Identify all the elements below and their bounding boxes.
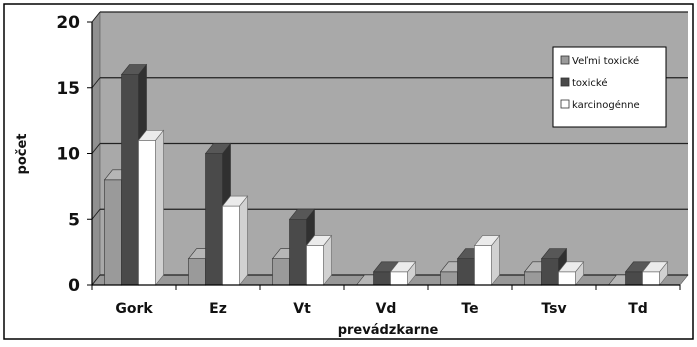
bar-front xyxy=(222,205,240,286)
bar-front xyxy=(440,271,458,286)
legend-label: karcinogénne xyxy=(572,99,640,111)
x-tick-label: Ez xyxy=(209,301,227,317)
bar-front xyxy=(306,245,324,286)
x-tick-label: Vd xyxy=(376,301,397,317)
y-axis-label: počet xyxy=(15,134,30,175)
legend-label: Veľmi toxické xyxy=(572,55,639,67)
legend-swatch xyxy=(560,99,570,109)
bar-front xyxy=(642,271,660,286)
bar-front xyxy=(524,271,542,286)
bar-side xyxy=(239,195,248,286)
legend-label: toxické xyxy=(572,77,608,89)
bar xyxy=(389,260,417,286)
x-tick-label: Td xyxy=(628,301,648,317)
x-tick-label: Vt xyxy=(293,301,311,317)
bar xyxy=(305,234,333,286)
x-axis: Gork Ez Vt Vd Te Tsv Td xyxy=(91,284,681,317)
bar-top xyxy=(288,208,316,220)
bar-front xyxy=(541,258,559,286)
bar-front xyxy=(474,245,492,286)
x-axis-label: prevádzkarne xyxy=(338,323,439,338)
bar-top xyxy=(120,64,148,75)
bar-top xyxy=(473,235,501,246)
bar-front xyxy=(138,140,156,286)
bar-front xyxy=(390,271,408,286)
bar-top xyxy=(540,248,568,260)
x-tick-label: Te xyxy=(461,301,478,317)
bar-front xyxy=(104,179,122,286)
bar xyxy=(137,129,165,286)
bar xyxy=(641,260,669,286)
bar-front xyxy=(205,153,223,286)
bar-top xyxy=(221,195,249,207)
bar-front xyxy=(121,74,139,286)
gridline-side xyxy=(91,208,101,220)
y-tick-label: 15 xyxy=(56,79,80,99)
bar xyxy=(221,195,249,286)
bar-side xyxy=(155,129,164,286)
bar-front xyxy=(373,271,391,286)
bar-front xyxy=(625,271,643,286)
y-tick-label: 20 xyxy=(56,13,80,33)
bar-front xyxy=(558,271,576,286)
legend-swatch xyxy=(560,55,570,65)
gridline-side xyxy=(91,11,101,23)
gridline-side xyxy=(91,77,101,89)
bar-top xyxy=(389,261,417,273)
bar xyxy=(473,234,501,286)
x-tick-label: Gork xyxy=(115,301,153,317)
y-axis: 0 5 10 15 20 xyxy=(56,13,93,296)
y-tick-label: 5 xyxy=(68,210,80,230)
bar-top xyxy=(557,261,585,273)
legend: Veľmi toxické toxické karcinogénne xyxy=(552,46,667,128)
bar-top xyxy=(204,143,232,154)
y-tick-label: 0 xyxy=(68,276,80,296)
legend-swatch xyxy=(560,77,570,87)
bar-front xyxy=(272,258,290,286)
x-tick-label: Tsv xyxy=(541,301,566,317)
gridline-side xyxy=(91,143,101,154)
bars xyxy=(103,63,669,286)
bar-front xyxy=(289,218,307,286)
bar-top xyxy=(305,235,333,246)
bar-top xyxy=(137,130,165,141)
bar-front xyxy=(457,258,475,286)
bar-front xyxy=(188,258,206,286)
gridline-side xyxy=(91,274,101,286)
bar xyxy=(557,260,585,286)
y-tick-label: 10 xyxy=(56,145,80,165)
legend-box xyxy=(552,46,667,128)
bar-top xyxy=(641,261,669,273)
